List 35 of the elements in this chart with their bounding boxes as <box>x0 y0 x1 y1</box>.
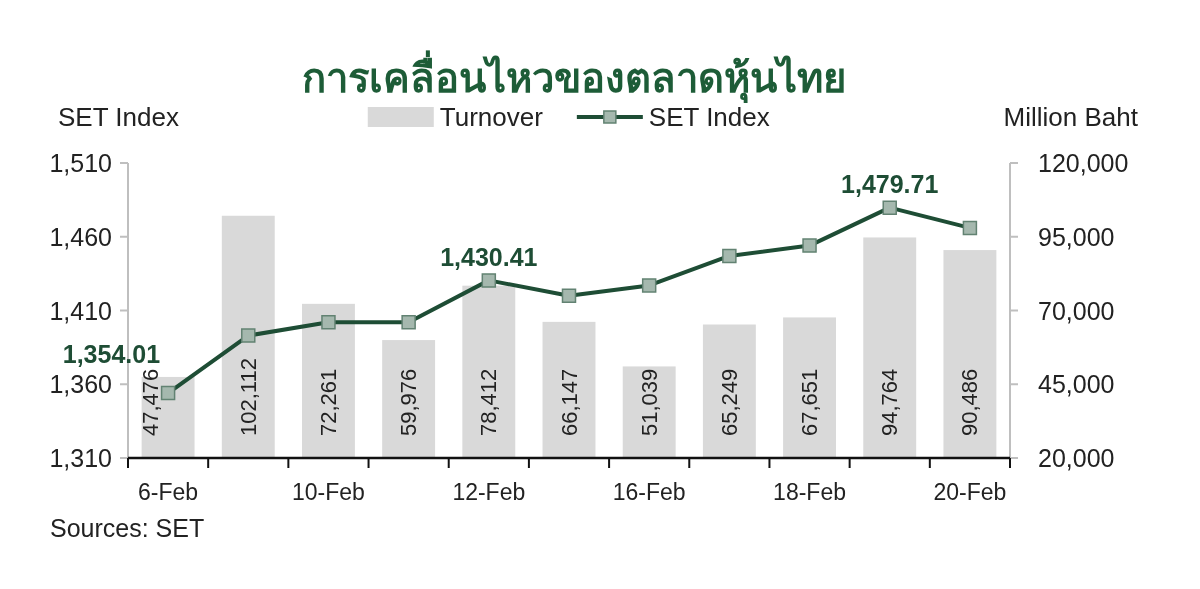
y-tick-label: 1,460 <box>49 222 112 251</box>
data-label: 90,486 <box>957 368 983 436</box>
data-label: 65,249 <box>716 368 742 436</box>
y-axis-title: SET Index <box>58 102 179 132</box>
y-tick-label: 1,510 <box>49 149 112 177</box>
data-label: 1,354.01 <box>62 340 161 369</box>
y-tick-label: 1,360 <box>49 370 112 399</box>
legend-label: Turnover <box>439 102 544 132</box>
source-note: Sources: SET <box>50 514 205 542</box>
data-label: 102,112 <box>235 358 261 436</box>
data-label: 59,976 <box>396 368 422 436</box>
y-tick-label: 1,310 <box>49 444 112 472</box>
data-label: 1,479.71 <box>841 170 939 199</box>
data-label: 72,261 <box>315 368 341 436</box>
data-label: 66,147 <box>556 368 582 436</box>
legend-label: SET Index <box>648 102 770 132</box>
y2-tick-label: 95,000 <box>1038 222 1115 251</box>
y2-tick-label: 45,000 <box>1038 370 1115 399</box>
data-label: 1,430.41 <box>440 242 538 271</box>
x-tick-label: 20-Feb <box>933 479 1007 505</box>
data-label: 51,039 <box>636 368 662 436</box>
y2-tick-label: 20,000 <box>1038 444 1115 472</box>
data-label: 67,651 <box>797 368 823 436</box>
x-tick-label: 18-Feb <box>773 479 846 505</box>
data-label: 47,476 <box>138 368 164 436</box>
x-tick-label: 16-Feb <box>612 479 686 505</box>
x-tick-label: 12-Feb <box>452 479 526 505</box>
y2-tick-label: 120,000 <box>1038 149 1129 177</box>
x-tick-label: 10-Feb <box>292 479 365 505</box>
y-tick-label: 1,410 <box>49 296 112 325</box>
y2-axis-title: Million Baht <box>1003 102 1139 132</box>
data-label: 78,412 <box>476 368 502 436</box>
y2-tick-label: 70,000 <box>1038 296 1115 325</box>
x-tick-label: 6-Feb <box>138 479 199 505</box>
data-label: 94,764 <box>877 368 903 436</box>
